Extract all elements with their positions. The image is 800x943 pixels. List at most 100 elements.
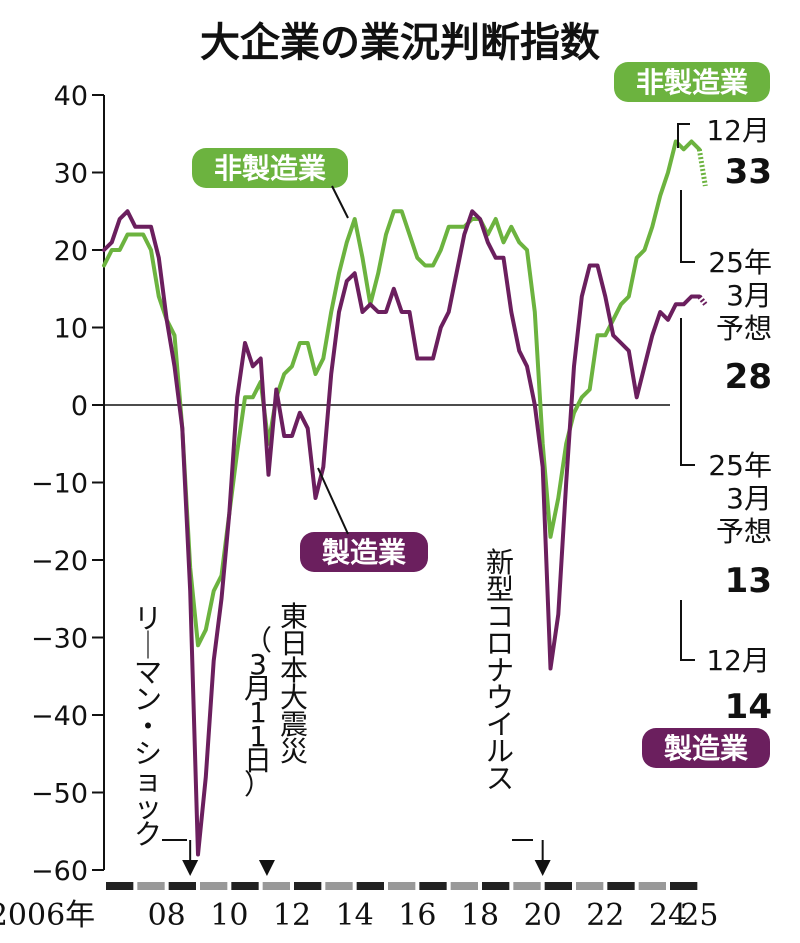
mfg-forecast-line3: 予想 [716, 515, 772, 548]
x-axis-segment [106, 882, 134, 890]
x-tick-label: 18 [461, 898, 499, 933]
x-tick-label: 12 [273, 898, 311, 933]
x-tick-label: 2006年 [0, 898, 95, 933]
nonmfg-forecast-line1: 25年 [708, 246, 772, 279]
annotation-char: 本 [280, 654, 308, 687]
chart-title: 大企業の業況判断指数 [200, 20, 600, 66]
annotation-char: 型 [486, 573, 514, 606]
annotation-char: イ [486, 708, 514, 741]
annotation-char: 3 [249, 648, 267, 681]
annotation-char: 日 [244, 744, 272, 777]
annotation-char: 新 [486, 546, 514, 579]
bracket [680, 190, 695, 263]
badge-nonmfg-mid: 非製造業 [214, 152, 326, 185]
y-tick-label: −50 [31, 779, 88, 810]
leader-line [317, 467, 349, 535]
annotation-char: 日 [280, 627, 308, 660]
nonmfg-forecast-line3: 予想 [716, 312, 772, 345]
arrow-lehman-head [182, 860, 199, 876]
x-tick-label: 14 [336, 898, 374, 933]
x-tick-label: 20 [524, 898, 562, 933]
y-tick-label: −20 [31, 546, 88, 577]
badge-mfg-bottom-bg [642, 728, 770, 768]
forecast-line [696, 148, 708, 187]
x-axis-segment [419, 882, 447, 890]
leader-line [331, 185, 349, 219]
y-tick-label: 30 [54, 159, 88, 190]
x-axis-segment [513, 882, 541, 890]
x-axis-segment [638, 882, 666, 890]
forecast-line [697, 294, 708, 306]
badge-nonmfg-top-bg [614, 62, 770, 102]
bracket [677, 123, 690, 148]
mfg-forecast-line2: 3月 [726, 482, 772, 515]
annotation-char: ロ [486, 627, 514, 660]
annotation-char: ク [134, 818, 162, 851]
badge-mfg-bottom: 製造業 [664, 732, 748, 765]
x-tick-label: 24 [649, 898, 687, 933]
x-axis-segment [262, 882, 290, 890]
annotation-char: （ [244, 624, 272, 657]
annotation-char: ョ [134, 764, 162, 797]
x-axis-segment [450, 882, 478, 890]
annotation-char: シ [134, 737, 162, 770]
axes: 40 30 20 10 0 −10 −20 −30 −40 −50 −60 2006年 08 10 12 14… [0, 81, 718, 933]
arrow-covid-head [534, 860, 551, 876]
x-tick-label: 08 [148, 898, 186, 933]
x-axis-segment [200, 882, 228, 890]
series-line [102, 139, 702, 648]
annotation-char: ッ [134, 791, 162, 824]
x-tick-label: 25 [680, 898, 718, 933]
x-axis-segment [576, 882, 604, 890]
badge-nonmfg-top: 非製造業 [636, 66, 748, 99]
nonmfg-forecast-line2: 3月 [726, 279, 772, 312]
x-axis-segment [388, 882, 416, 890]
annotation-char: ス [486, 762, 514, 795]
annotation-char: マ [134, 656, 162, 689]
badge-mfg-mid-bg [300, 532, 428, 572]
annotation-char: 1 [249, 720, 267, 753]
x-axis-segment [544, 882, 572, 890]
annotation-char: ン [134, 683, 162, 716]
x-axis-segment [670, 882, 698, 890]
x-tick-label: 16 [398, 898, 436, 933]
annotation-char: ・ [134, 710, 162, 743]
annotation-char: 大 [280, 681, 308, 714]
y-tick-label: 40 [54, 81, 88, 112]
mfg-forecast-value: 13 [725, 561, 772, 601]
y-tick-label: 10 [54, 314, 88, 345]
annotation-char: リ [134, 602, 162, 635]
annotation-char: ル [486, 735, 514, 768]
annotation-char: ウ [486, 681, 514, 714]
x-axis-segment [325, 882, 353, 890]
y-tick-label: −60 [31, 856, 88, 887]
bracket [680, 600, 695, 661]
y-tick-label: 0 [71, 391, 88, 422]
badge-nonmfg-mid-bg [192, 148, 348, 188]
y-tick-label: −30 [31, 624, 88, 655]
annotation-char: 月 [244, 672, 272, 705]
nonmfg-dec-label: 12月 [706, 114, 770, 147]
series-line [102, 209, 702, 857]
x-axis-segment [137, 882, 165, 890]
annotation-char: ｜ [134, 629, 162, 662]
x-tick-label: 10 [210, 898, 248, 933]
annotation-char: ナ [486, 654, 514, 687]
x-axis-segment [607, 882, 635, 890]
y-tick-label: −40 [31, 701, 88, 732]
x-axis-segment [294, 882, 322, 890]
badge-mfg-mid: 製造業 [322, 536, 406, 569]
x-axis-segment [356, 882, 384, 890]
y-tick-label: 20 [54, 236, 88, 267]
annotation-char: ） [244, 768, 272, 801]
annotation-char: 震 [280, 708, 308, 741]
annotation-char: 1 [249, 696, 267, 729]
end-labels: 非製造業非製造業製造業製造業12月3325年3月予想2825年3月予想1312月… [192, 62, 772, 768]
nonmfg-dec-value: 33 [725, 152, 772, 192]
x-axis-segment [168, 882, 196, 890]
